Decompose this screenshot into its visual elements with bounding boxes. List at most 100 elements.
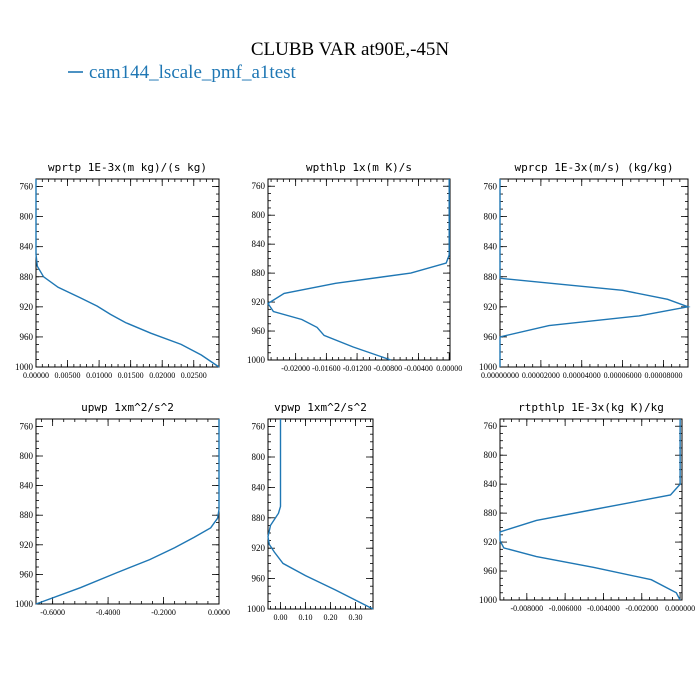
y-tick-label: 920 xyxy=(484,302,498,312)
y-tick-label: 760 xyxy=(20,182,34,192)
panel-title: wprtp 1E-3x(m kg)/(s kg) xyxy=(48,161,207,174)
panel-title: vpwp 1xm^2/s^2 xyxy=(274,401,367,414)
chart-panel-1: wprtp 1E-3x(m kg)/(s kg) 760 800 840 880 920 9… xyxy=(15,161,220,380)
chart-panel-4: upwp 1xm^2/s^2 760 800 840 880 920 960 1000 -0.6… xyxy=(15,401,230,617)
series-line xyxy=(267,179,450,361)
plot-frame xyxy=(35,178,220,368)
series-line xyxy=(267,419,374,610)
y-tick-label: 960 xyxy=(20,332,34,342)
x-tick-label: -0.6000 xyxy=(40,608,65,617)
x-tick-label: 0.0000 xyxy=(208,608,230,617)
x-tick-label: 0.00002000 xyxy=(522,371,560,380)
y-tick-label: 760 xyxy=(252,422,266,432)
chart-panel-2: wpthlp 1x(m K)/s 760 800 840 880 920 960 1000 -0… xyxy=(247,161,462,373)
y-tick-label: 1000 xyxy=(15,362,34,372)
x-tick-label: 0.00000 xyxy=(23,371,49,380)
x-tick-label: 0.00000000 xyxy=(481,371,519,380)
y-tick-label: 880 xyxy=(20,272,34,282)
chart-panel-3: wprcp 1E-3x(m/s) (kg/kg) 760 800 840 880 920 9… xyxy=(479,161,691,380)
x-tick-label: -0.01600 xyxy=(312,364,341,373)
plot-frame xyxy=(267,418,374,610)
plot-frame xyxy=(35,418,220,605)
x-tick-label: 0.00004000 xyxy=(563,371,601,380)
figure-title: CLUBB VAR at90E,-45N xyxy=(251,39,450,60)
y-tick-label: 960 xyxy=(484,566,498,576)
x-tick-label: 0.000000 xyxy=(665,604,695,613)
y-tick-label: 920 xyxy=(20,540,34,550)
y-tick-label: 920 xyxy=(20,302,34,312)
y-tick-label: 960 xyxy=(20,569,34,579)
x-tick-label: 0.00000 xyxy=(436,364,462,373)
y-tick-label: 800 xyxy=(20,451,34,461)
y-tick-label: 960 xyxy=(484,332,498,342)
y-tick-label: 840 xyxy=(252,482,266,492)
y-tick-label: 800 xyxy=(252,210,266,220)
y-tick-label: 960 xyxy=(252,574,266,584)
legend-label: cam144_lscale_pmf_a1test xyxy=(89,62,297,83)
x-tick-label: -0.00800 xyxy=(373,364,402,373)
chart-panel-5: vpwp 1xm^2/s^2 760 800 840 880 920 960 1000 0.00… xyxy=(247,401,374,622)
x-tick-label: -0.00400 xyxy=(404,364,433,373)
y-tick-label: 1000 xyxy=(479,362,498,372)
x-tick-label: 0.30 xyxy=(349,613,363,622)
y-tick-label: 840 xyxy=(484,242,498,252)
series-line xyxy=(499,179,691,367)
series-line xyxy=(35,419,220,605)
x-tick-label: 0.00 xyxy=(274,613,288,622)
series-line xyxy=(499,419,681,601)
x-tick-label: -0.02000 xyxy=(281,364,310,373)
plot-frame xyxy=(499,418,683,601)
y-tick-label: 1000 xyxy=(247,355,266,365)
y-tick-label: 920 xyxy=(252,543,266,553)
y-tick-label: 800 xyxy=(20,212,34,222)
x-tick-label: -0.002000 xyxy=(625,604,658,613)
y-tick-label: 1000 xyxy=(247,604,266,614)
y-tick-label: 880 xyxy=(252,513,266,523)
x-tick-label: 0.02000 xyxy=(149,371,175,380)
panel-title: rtpthlp 1E-3x(kg K)/kg xyxy=(518,401,664,414)
x-tick-label: -0.006000 xyxy=(549,604,582,613)
y-tick-label: 1000 xyxy=(479,595,498,605)
x-tick-label: -0.004000 xyxy=(587,604,620,613)
chart-panel-6: rtpthlp 1E-3x(kg K)/kg 760 800 840 880 920 960… xyxy=(479,401,695,613)
panel-title: upwp 1xm^2/s^2 xyxy=(81,401,174,414)
x-tick-label: 0.20 xyxy=(324,613,338,622)
series-line xyxy=(35,179,220,368)
plot-frame xyxy=(267,178,451,361)
x-tick-label: 0.01000 xyxy=(86,371,112,380)
y-tick-label: 840 xyxy=(20,242,34,252)
x-tick-label: 0.00500 xyxy=(55,371,81,380)
x-tick-label: -0.01200 xyxy=(343,364,372,373)
x-tick-label: -0.4000 xyxy=(96,608,121,617)
x-tick-label: 0.00008000 xyxy=(644,371,682,380)
x-tick-label: 0.10 xyxy=(299,613,313,622)
y-tick-label: 960 xyxy=(252,326,266,336)
y-tick-label: 880 xyxy=(20,510,34,520)
y-tick-label: 800 xyxy=(252,452,266,462)
panel-title: wprcp 1E-3x(m/s) (kg/kg) xyxy=(515,161,674,174)
x-tick-label: 0.01500 xyxy=(118,371,144,380)
plot-frame xyxy=(499,178,689,368)
y-tick-label: 880 xyxy=(252,268,266,278)
y-tick-label: 760 xyxy=(484,421,498,431)
y-tick-label: 1000 xyxy=(15,599,34,609)
y-tick-label: 880 xyxy=(484,272,498,282)
y-tick-label: 800 xyxy=(484,212,498,222)
y-tick-label: 760 xyxy=(484,182,498,192)
y-tick-label: 920 xyxy=(252,297,266,307)
y-tick-label: 840 xyxy=(484,479,498,489)
y-tick-label: 800 xyxy=(484,450,498,460)
y-tick-label: 840 xyxy=(20,481,34,491)
x-tick-label: -0.2000 xyxy=(151,608,176,617)
y-tick-label: 760 xyxy=(20,421,34,431)
y-tick-label: 880 xyxy=(484,508,498,518)
y-tick-label: 760 xyxy=(252,181,266,191)
y-tick-label: 920 xyxy=(484,537,498,547)
chart-panels: wprtp 1E-3x(m kg)/(s kg) 760 800 840 880 920 9… xyxy=(15,161,695,622)
panel-title: wpthlp 1x(m K)/s xyxy=(306,161,412,174)
y-tick-label: 840 xyxy=(252,239,266,249)
x-tick-label: 0.00006000 xyxy=(604,371,642,380)
x-tick-label: -0.008000 xyxy=(510,604,543,613)
x-tick-label: 0.02500 xyxy=(181,371,207,380)
